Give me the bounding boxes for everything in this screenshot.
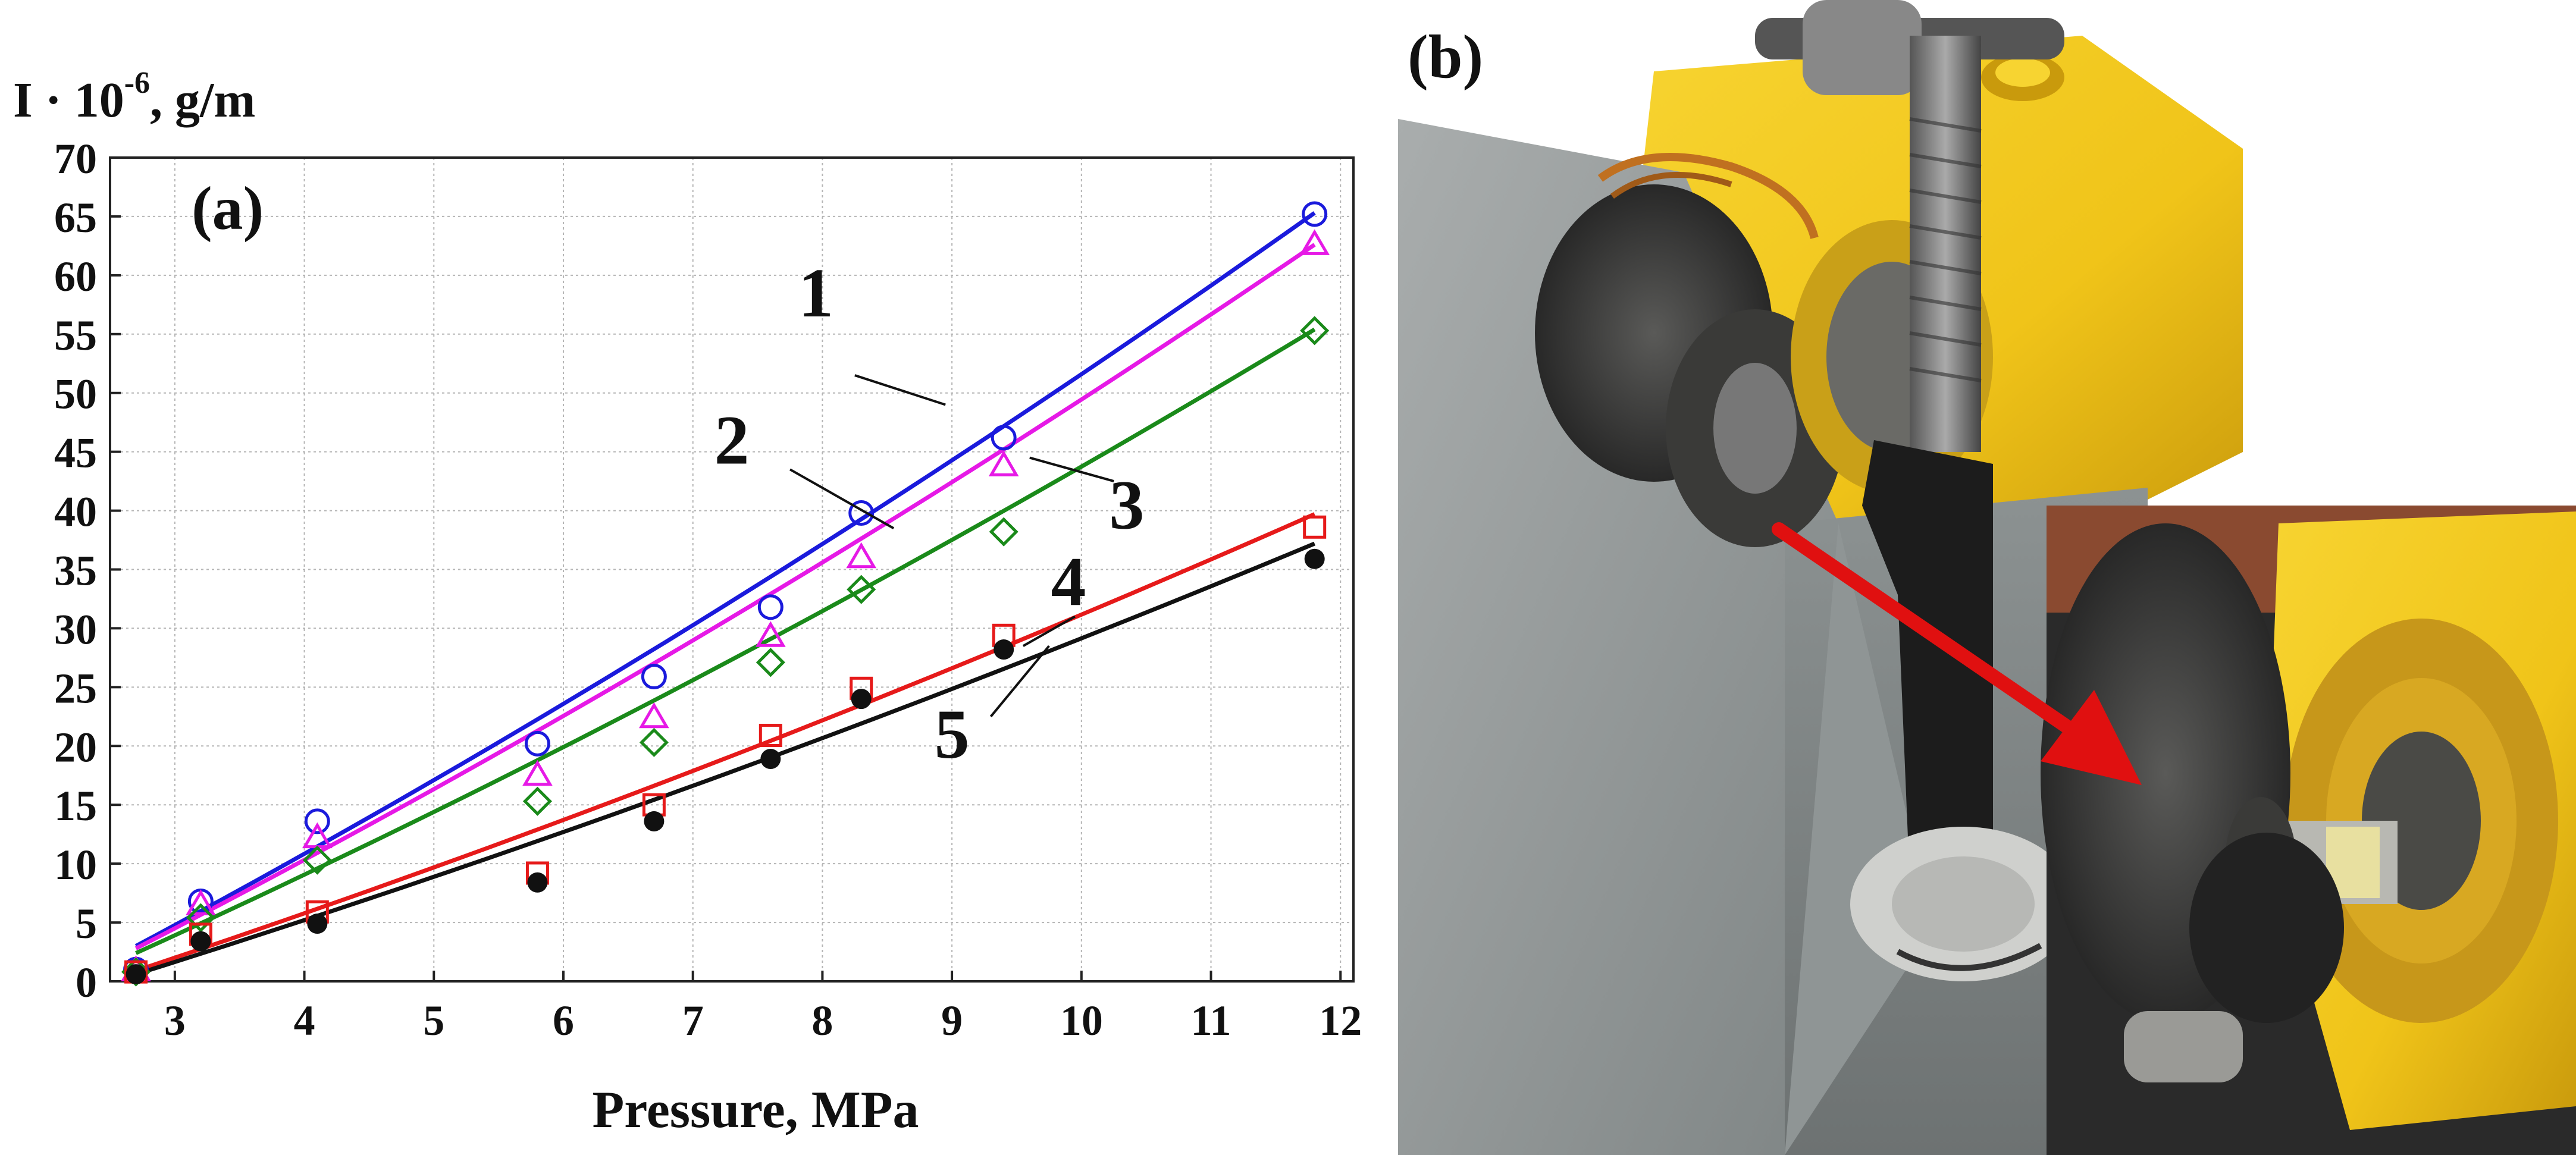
- series-callouts: 12 34 5: [714, 254, 1145, 773]
- data-point-series-3: [1300, 316, 1330, 346]
- y-tick-label: 45: [54, 429, 97, 477]
- fit-lines: [134, 211, 1316, 977]
- y-tick-label: 60: [54, 253, 97, 300]
- y-tick-label: 40: [54, 488, 97, 536]
- data-point-series-5: [851, 689, 872, 710]
- callout-label-3: 3: [1110, 466, 1145, 544]
- fit-line-3: [135, 327, 1316, 955]
- x-tick-label: 5: [423, 997, 444, 1044]
- data-point-series-1: [848, 500, 875, 526]
- data-point-series-2: [186, 889, 216, 915]
- fit-line-4: [135, 512, 1316, 973]
- y-tick-label: 10: [54, 841, 97, 889]
- x-axis-label: Pressure, MPa: [592, 1081, 919, 1139]
- data-point-series-1: [1302, 201, 1328, 227]
- callout-label-2: 2: [714, 401, 750, 479]
- data-point-series-5: [307, 914, 328, 934]
- y-tick-label: 65: [54, 194, 97, 241]
- data-point-series-3: [302, 845, 332, 875]
- y-tick-label: 0: [76, 959, 97, 1006]
- callout-label-5: 5: [935, 695, 970, 773]
- data-point-series-4: [1303, 515, 1327, 539]
- fit-line-2: [134, 243, 1316, 950]
- data-point-series-1: [991, 425, 1017, 451]
- fit-line-1: [134, 211, 1316, 948]
- y-tick-label: 70: [54, 135, 97, 183]
- data-point-series-2: [755, 621, 786, 647]
- data-point-series-3: [756, 648, 785, 677]
- x-tick-label: 10: [1060, 997, 1103, 1044]
- callout-leader-4: [1022, 615, 1076, 647]
- data-point-series-4: [759, 723, 782, 747]
- data-point-series-1: [757, 594, 784, 620]
- data-point-series-5: [760, 749, 781, 770]
- data-point-series-5: [994, 639, 1014, 660]
- x-tick-label: 7: [682, 997, 704, 1044]
- data-point-series-3: [121, 957, 151, 987]
- y-axis-label-unit: , g/m: [150, 73, 255, 128]
- screw: [1910, 36, 1981, 452]
- y-tick-label: 50: [54, 371, 97, 418]
- y-tick-label: 25: [54, 664, 97, 712]
- data-point-series-3: [186, 903, 215, 933]
- data-point-series-3: [522, 786, 552, 816]
- y-axis-label-exponent: -6: [124, 66, 150, 100]
- y-tick-label: 30: [54, 605, 97, 653]
- data-point-series-5: [527, 872, 548, 893]
- y-tick-label: 35: [54, 547, 97, 595]
- y-axis-ticks: 0 5 10 15 20 25 30 35 40 45 50 55 60 65 70: [54, 135, 121, 1006]
- y-tick-label: 5: [76, 900, 97, 947]
- data-point-series-3: [639, 727, 669, 757]
- y-axis-label-main: I · 10: [13, 73, 124, 128]
- x-tick-label: 9: [941, 997, 963, 1044]
- data-point-series-5: [126, 964, 146, 985]
- x-tick-label: 11: [1191, 997, 1231, 1044]
- data-point-series-5: [644, 811, 665, 831]
- data-point-series-2: [988, 450, 1019, 476]
- data-point-series-1: [524, 730, 550, 757]
- callout-leader-1: [854, 374, 946, 406]
- machine-photo: [1398, 0, 2576, 1155]
- data-point-series-3: [847, 575, 876, 604]
- inset-photo: [2041, 506, 2576, 1155]
- data-markers: [121, 201, 1330, 987]
- data-point-series-1: [304, 808, 330, 834]
- callout-leader-5: [989, 645, 1050, 718]
- data-point-series-2: [1299, 229, 1330, 255]
- data-point-series-1: [641, 664, 667, 690]
- grid-lines: [110, 157, 1353, 982]
- data-point-series-5: [190, 931, 211, 952]
- callout-label-4: 4: [1051, 542, 1086, 620]
- data-point-series-2: [522, 759, 553, 786]
- x-tick-label: 6: [553, 997, 574, 1044]
- black-holder: [1862, 440, 1993, 880]
- fit-line-5: [135, 541, 1316, 977]
- data-point-series-5: [1304, 548, 1325, 569]
- x-tick-label: 3: [164, 997, 186, 1044]
- data-point-series-2: [846, 542, 877, 569]
- callout-leader-2: [789, 468, 895, 529]
- x-axis-ticks: 3 4 5 6 7 8 9 10 11 12: [164, 971, 1362, 1044]
- data-point-series-2: [639, 702, 669, 729]
- red-arrow-icon: [1772, 522, 2142, 785]
- y-axis-label: I · 10-6, g/m: [13, 66, 255, 128]
- photo-b: (b): [1398, 0, 2576, 1155]
- x-tick-label: 4: [294, 997, 315, 1044]
- callout-label-1: 1: [798, 254, 833, 332]
- data-point-series-3: [989, 517, 1019, 547]
- y-tick-label: 55: [54, 312, 97, 359]
- panel-label-a: (a): [192, 174, 264, 243]
- y-tick-label: 15: [54, 782, 97, 830]
- panel-label-b: (b): [1408, 23, 1483, 91]
- x-tick-label: 12: [1319, 997, 1362, 1044]
- y-tick-label: 20: [54, 723, 97, 771]
- x-tick-label: 8: [811, 997, 833, 1044]
- callout-leader-3: [1029, 456, 1114, 483]
